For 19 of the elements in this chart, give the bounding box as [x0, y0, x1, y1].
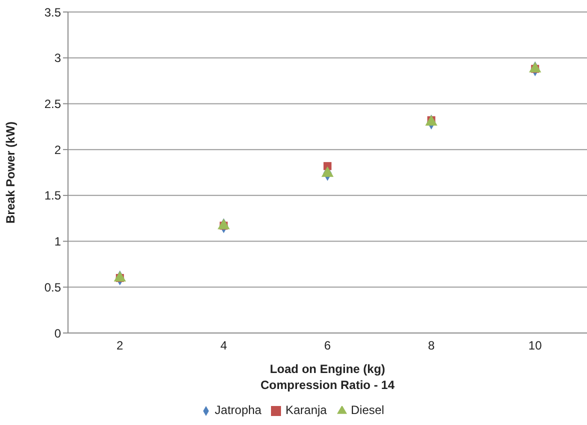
y-tick-label: 2	[54, 142, 62, 157]
y-tick-label: 0	[54, 326, 62, 340]
y-tick-label: 0.5	[44, 280, 62, 294]
text: Compression Ratio - 14	[260, 378, 395, 392]
x-axis-title: Load on Engine (kg)	[270, 362, 386, 376]
x-tick-label: 8	[428, 338, 435, 353]
y-tick-label: 3	[54, 51, 62, 66]
y-tick-label: 1	[54, 234, 62, 249]
x-tick-label: 10	[528, 338, 542, 353]
y-tick-label: 3.5	[44, 5, 62, 20]
legend-label: Jatropha	[214, 403, 262, 417]
legend-label: Karanja	[285, 403, 327, 417]
x-tick-label: 4	[220, 338, 228, 353]
y-tick-label: 2.5	[44, 96, 62, 111]
x-tick-label: 2	[116, 338, 124, 353]
x-tick-label: 6	[324, 338, 332, 353]
y-tick-label: 1.5	[44, 188, 62, 203]
y-axis-title: Break Power (kW)	[3, 121, 18, 224]
legend-label: Diesel	[350, 403, 384, 417]
